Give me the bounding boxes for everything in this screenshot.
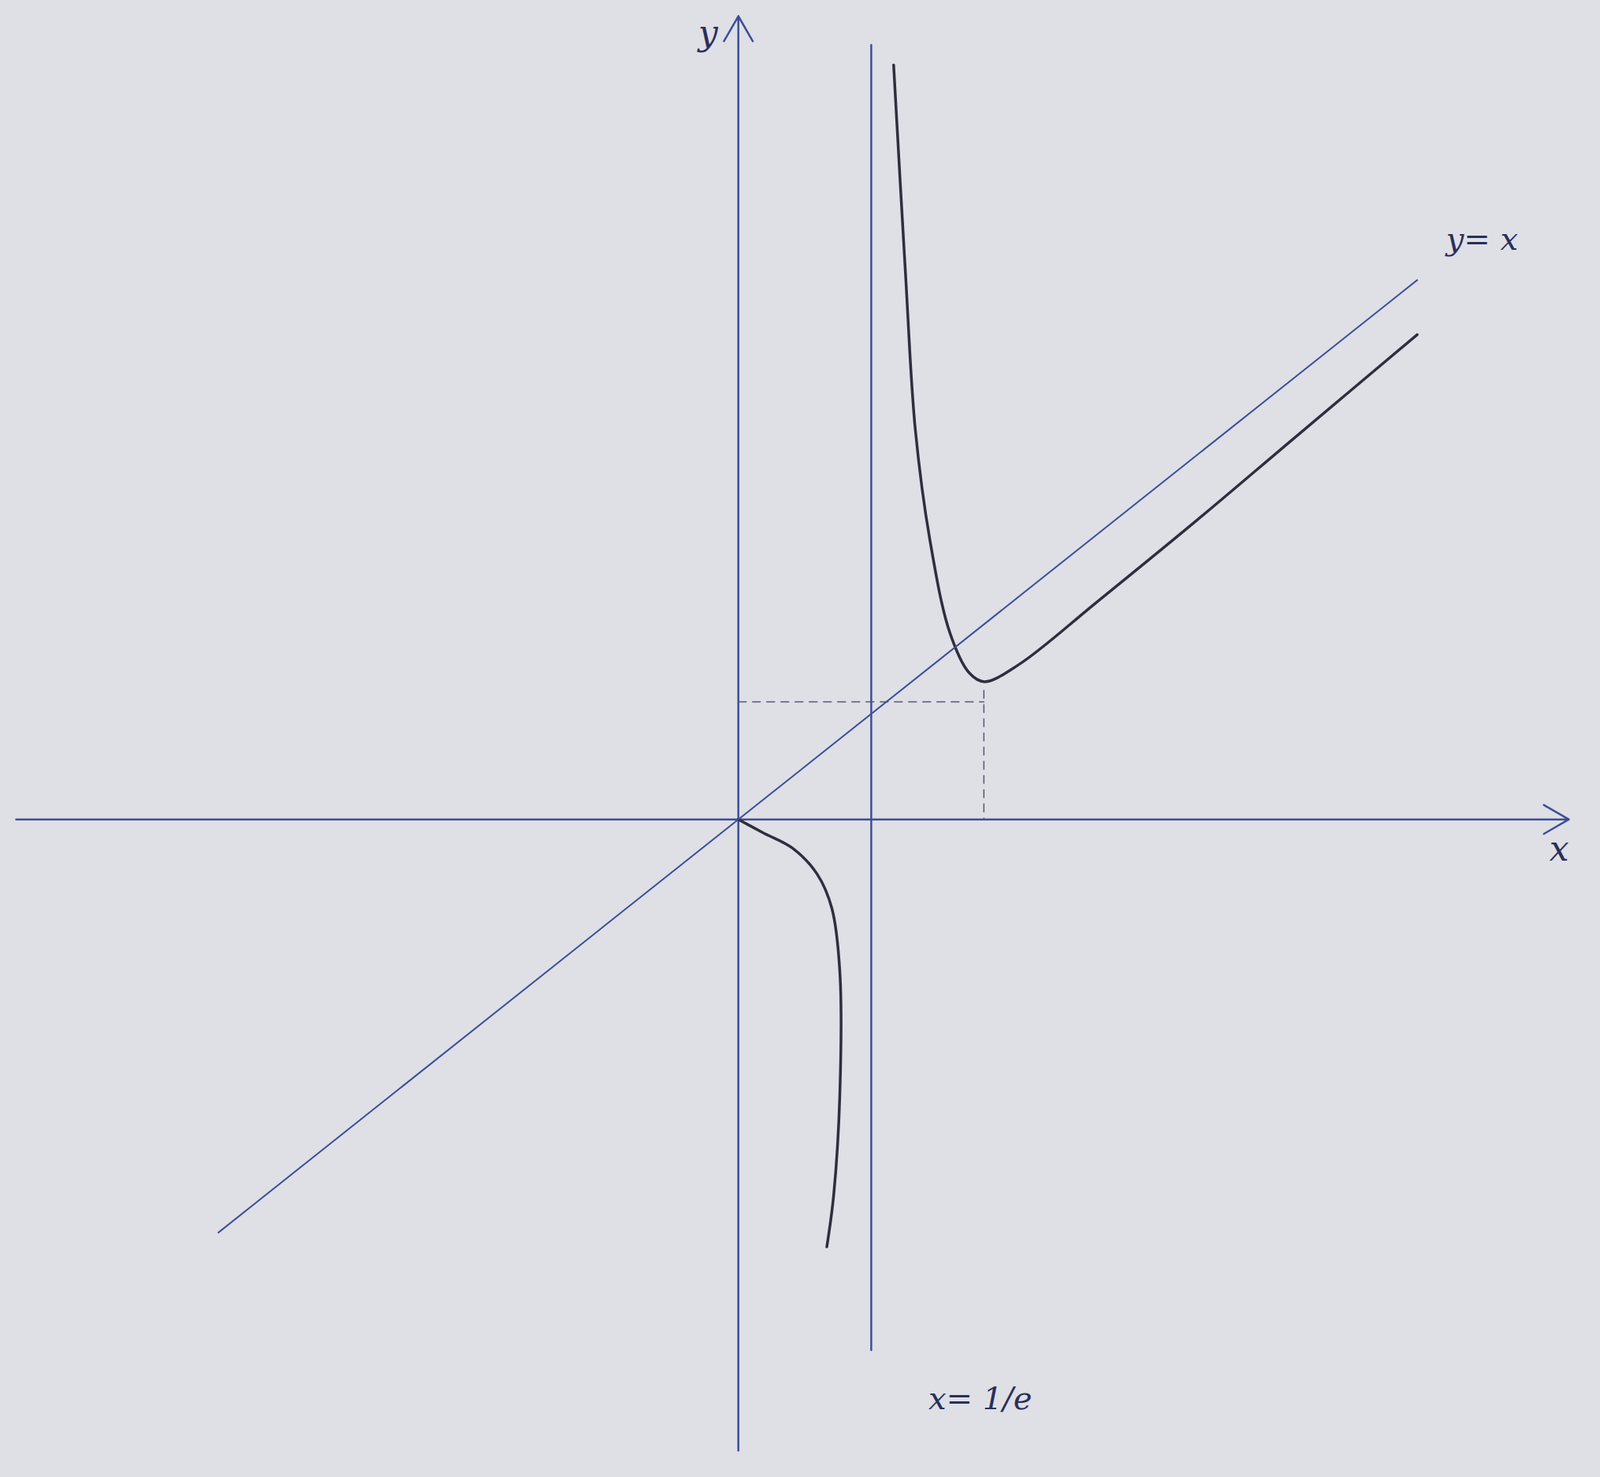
svg-text:x: x — [1549, 828, 1570, 869]
svg-text:x= 1/e: x= 1/e — [928, 1380, 1032, 1417]
svg-text:y: y — [696, 12, 719, 53]
svg-text:y= x: y= x — [1444, 220, 1519, 257]
